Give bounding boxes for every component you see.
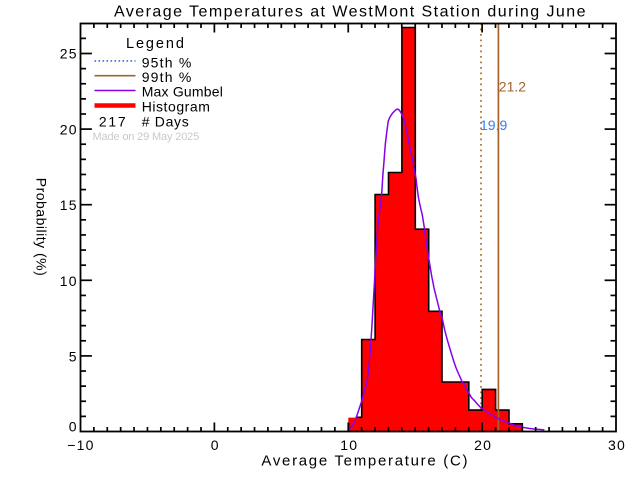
svg-text:19.9: 19.9 — [480, 117, 507, 133]
svg-text:0: 0 — [211, 437, 220, 453]
svg-text:95th %: 95th % — [142, 55, 193, 71]
svg-text:20: 20 — [474, 437, 492, 453]
svg-text:Legend: Legend — [126, 36, 186, 52]
svg-text:20: 20 — [60, 121, 78, 137]
svg-text:217: 217 — [99, 113, 127, 129]
svg-text:# Days: # Days — [142, 113, 190, 129]
svg-text:Made on 29 May 2025: Made on 29 May 2025 — [93, 131, 200, 143]
svg-text:5: 5 — [69, 349, 78, 365]
svg-text:−10: −10 — [67, 437, 94, 453]
svg-text:10: 10 — [340, 437, 358, 453]
svg-text:Probability (%): Probability (%) — [34, 178, 50, 277]
svg-text:25: 25 — [60, 46, 78, 62]
svg-text:30: 30 — [608, 437, 626, 453]
svg-text:Average Temperatures at WestMo: Average Temperatures at WestMont Station… — [114, 4, 587, 21]
svg-text:21.2: 21.2 — [499, 78, 526, 94]
svg-text:Max Gumbel: Max Gumbel — [142, 84, 223, 100]
svg-text:15: 15 — [60, 197, 78, 213]
svg-text:10: 10 — [60, 273, 78, 289]
svg-text:Average Temperature (C): Average Temperature (C) — [261, 452, 469, 469]
svg-text:Histogram: Histogram — [142, 99, 211, 115]
svg-text:0: 0 — [69, 418, 78, 434]
svg-text:99th %: 99th % — [142, 69, 193, 85]
